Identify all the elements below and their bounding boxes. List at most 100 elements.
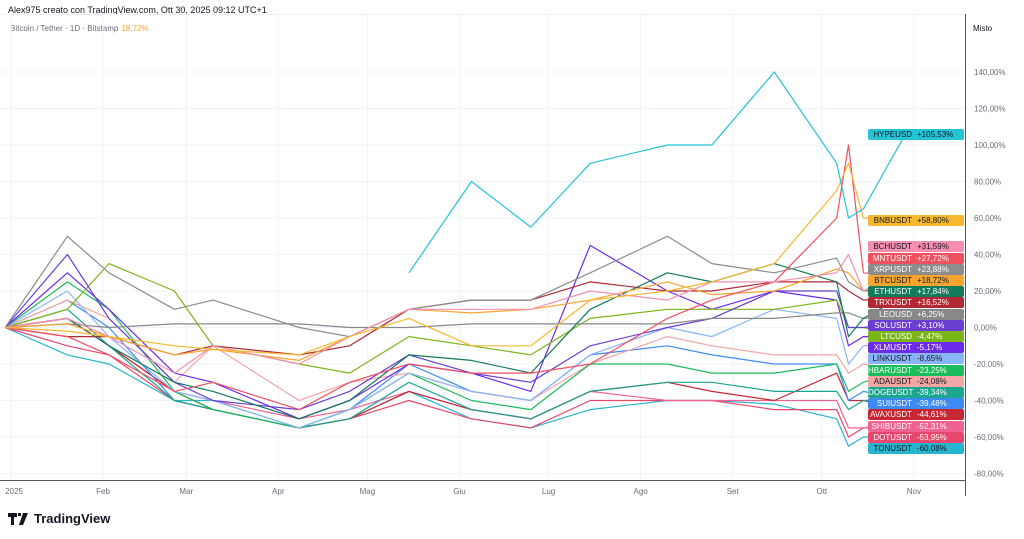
series-name: ADAUSDT (873, 376, 912, 386)
price-tag-mntusdt: MNTUSDT +27,72% (868, 252, 964, 264)
series-name: XLMUSDT (873, 343, 912, 353)
price-tag-dotusdt: DOTUSDT -53,95% (868, 431, 964, 443)
series-name: MNTUSDT (872, 253, 912, 263)
series-line-linkusdt (4, 290, 906, 429)
series-line-ethusdt (5, 263, 906, 420)
series-name: DOGEUSDT (868, 387, 914, 397)
x-tick-label: Ago (634, 487, 649, 496)
series-change: -24,08% (917, 376, 947, 386)
y-tick-label: -40,00% (974, 397, 1004, 406)
price-tag-dogeusdt: DOGEUSDT -39,34% (868, 386, 964, 398)
series-line-dogeusdt (4, 308, 906, 429)
series-name: SOLUSDT (874, 320, 912, 330)
series-line-solusdt (4, 253, 906, 411)
price-tag-solusdt: SOLUSDT +3,10% (868, 319, 964, 331)
y-tick-label: 40,00% (974, 251, 1001, 260)
price-tag-shibusdt: SHIBUSDT -52,31% (868, 420, 964, 432)
series-change: -52,31% (917, 421, 947, 431)
price-tag-xrpusdt: XRPUSDT +23,88% (868, 263, 964, 275)
series-change: +18,72% (917, 275, 949, 285)
series-line-ltcusd (4, 263, 906, 374)
price-tag-bnbusdt: BNBUSDT +58,80% (868, 214, 964, 226)
y-tick-label: 140,00% (974, 68, 1006, 77)
y-tick-label: -60,00% (974, 433, 1004, 442)
price-tag-leousd: LEOUSD +6,25% (868, 308, 964, 320)
price-tag-bchusdt: BCHUSDT +31,59% (868, 241, 964, 253)
series-line-adausdt (4, 299, 906, 402)
series-change: +3,10% (917, 320, 945, 330)
series-change: +58,80% (917, 215, 949, 225)
symbol-legend[interactable]: Bitcoin / Tether · 1D · Bitstamp 18,72% (10, 24, 148, 33)
series-change: +31,59% (917, 242, 949, 252)
price-tag-suiusdt: SUIUSDT -39,48% (868, 398, 964, 410)
x-tick-label: Mag (360, 487, 376, 496)
x-tick-label: Lug (542, 487, 555, 496)
x-tick-label: Mar (179, 487, 193, 496)
series-name: HYPEUSD (873, 130, 912, 140)
price-tag-xlmusdt: XLMUSDT -5,17% (868, 342, 964, 354)
series-change: +17,84% (917, 287, 949, 297)
y-tick-label: 20,00% (974, 287, 1001, 296)
x-tick-label: Ott (816, 487, 827, 496)
y-tick-label: 80,00% (974, 178, 1001, 187)
series-name: TONUSDT (873, 443, 912, 453)
price-tag-hbarusdt: HBARUSDT -23,25% (868, 364, 964, 376)
x-tick-label: Set (727, 487, 740, 496)
series-change: -23,25% (917, 365, 947, 375)
price-tag-adausdt: ADAUSDT -24,08% (868, 375, 964, 387)
series-change: -60,08% (917, 443, 947, 453)
x-tick-label: Giu (453, 487, 465, 496)
series-name: LTCUSD (880, 331, 912, 341)
series-change: +105,53% (917, 130, 954, 140)
series-line-mntusdt (5, 144, 906, 411)
series-change: +27,72% (917, 253, 949, 263)
price-tag-ethusdt: ETHUSDT +17,84% (868, 286, 964, 298)
y-tick-label: -80,00% (974, 470, 1004, 479)
series-name: HBARUSDT (868, 365, 913, 375)
series-name: BCHUSDT (873, 242, 912, 252)
y-tick-label: 0,00% (974, 324, 997, 333)
brand-name: TradingView (34, 511, 111, 526)
series-change: -5,17% (917, 343, 943, 353)
y-tick-label: 120,00% (974, 105, 1006, 114)
series-name: AVAXUSDT (870, 410, 912, 420)
x-tick-label: Apr (272, 487, 285, 496)
series-change: -39,34% (917, 387, 947, 397)
series-name: XRPUSDT (873, 264, 912, 274)
series-change: +6,25% (917, 309, 945, 319)
x-tick-label: Nov (907, 487, 921, 496)
series-line-xrpusdt (4, 235, 906, 338)
y-tick-label: -20,00% (974, 360, 1004, 369)
series-name: ETHUSDT (874, 287, 912, 297)
price-tag-trxusdt: TRXUSDT +16,52% (868, 297, 964, 309)
series-name: BNBUSDT (873, 215, 912, 225)
series-change: -4,47% (917, 331, 943, 341)
series-name: TRXUSDT (874, 298, 912, 308)
series-change: -53,95% (917, 432, 947, 442)
series-name: SUIUSDT (876, 399, 912, 409)
series-line-hypeusd (408, 71, 906, 274)
price-tag-ltcusd: LTCUSD -4,47% (868, 330, 964, 342)
series-line-xlmusdt (4, 244, 906, 420)
price-tag-hypeusd: HYPEUSD +105,53% (868, 129, 964, 141)
y-tick-label: 100,00% (974, 141, 1006, 150)
series-change: -44,61% (917, 410, 947, 420)
scale-mode-label[interactable]: Misto (973, 24, 993, 33)
series-line-bnbusdt (5, 162, 906, 356)
series-name: SHIBUSDT (871, 421, 912, 431)
price-tag-btcusdt: BTCUSDT +18,72% (868, 274, 964, 286)
tradingview-logo-icon (8, 512, 28, 525)
series-line-dotusdt (4, 326, 906, 438)
price-tag-avaxusdt: AVAXUSDT -44,61% (868, 409, 964, 421)
series-change: +16,52% (917, 298, 949, 308)
series-name: BTCUSDT (874, 275, 912, 285)
y-tick-label: 60,00% (974, 214, 1001, 223)
series-line-hbarusdt (4, 281, 906, 429)
x-tick-label: 2025 (5, 487, 23, 496)
series-change: -39,48% (917, 399, 947, 409)
series-change: -8,65% (917, 354, 943, 364)
price-tag-linkusdt: LINKUSDT -8,65% (868, 353, 964, 365)
x-tick-label: Feb (96, 487, 110, 496)
symbol-change: 18,72% (121, 24, 149, 33)
